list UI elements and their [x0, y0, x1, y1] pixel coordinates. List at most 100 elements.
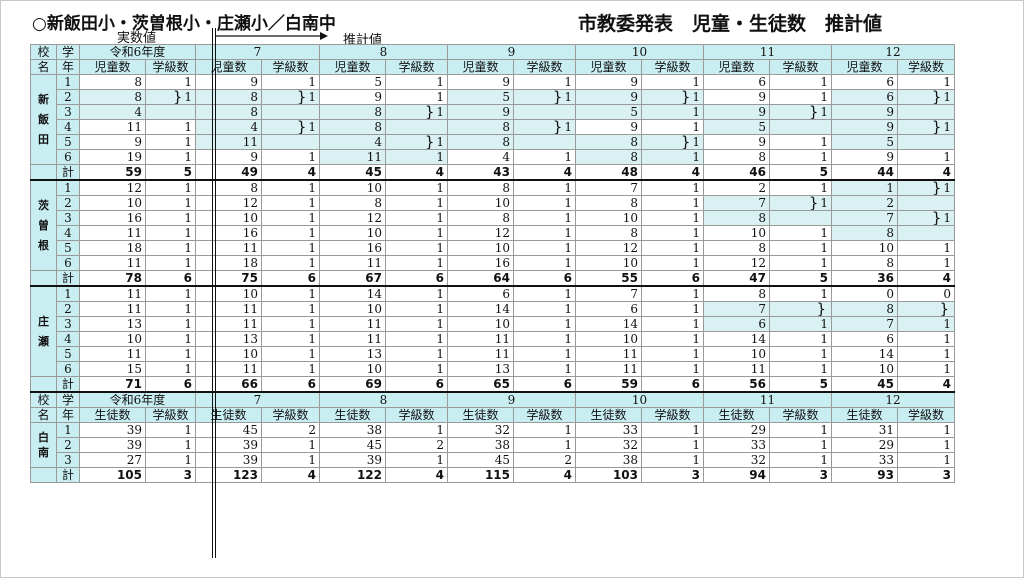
class-count-value: 1: [820, 225, 828, 240]
class-count: 1: [897, 422, 955, 438]
merge-brace-icon: }: [296, 119, 307, 135]
total-classes: 4: [513, 467, 576, 483]
pupil-count: 10: [575, 331, 642, 347]
total-pupils: 69: [319, 376, 386, 393]
header-year: 8: [319, 391, 448, 408]
pupil-count: 11: [447, 346, 514, 362]
pupil-count: 12: [195, 195, 262, 211]
pupil-count: 4: [447, 149, 514, 165]
merge-brace-icon: }: [552, 119, 563, 135]
class-count-value: 1: [308, 286, 316, 301]
class-count: 1: [385, 361, 448, 377]
student-count: 45: [195, 422, 262, 438]
grade-label: 6: [56, 361, 80, 377]
class-count-value: 1: [820, 89, 828, 104]
class-count: 1: [385, 210, 448, 226]
class-count-value: 1: [564, 316, 572, 331]
total-pupils: 45: [319, 164, 386, 181]
pupil-count: 16: [195, 225, 262, 241]
header-classes: 学級数: [513, 59, 576, 75]
student-count: 33: [703, 437, 770, 453]
class-count: 1: [513, 225, 576, 241]
pupil-count: 9: [575, 119, 642, 135]
class-count: 2: [513, 452, 576, 468]
blank-cell: [30, 467, 57, 483]
header-corner-name: 名: [30, 407, 57, 423]
class-count: 1: [145, 331, 196, 347]
header-classes: 学級数: [261, 59, 320, 75]
merge-brace-icon: }: [680, 89, 691, 105]
header-classes: 学級数: [769, 407, 832, 423]
class-count-value: 1: [308, 119, 316, 134]
pupil-count: 6: [831, 74, 898, 90]
class-count: 1: [641, 179, 704, 196]
class-count: 1: [641, 104, 704, 120]
total-classes: 3: [897, 467, 955, 483]
class-count-value: 1: [692, 286, 700, 301]
pupil-count: 6: [831, 89, 898, 105]
class-count-value: 1: [184, 134, 192, 149]
pupil-count: 11: [79, 301, 146, 317]
class-count: 1: [513, 240, 576, 256]
header-corner-name: 名: [30, 59, 57, 75]
class-count-value: 1: [692, 210, 700, 225]
grade-label: 2: [56, 301, 80, 317]
total-pupils: 43: [447, 164, 514, 181]
student-count: 39: [195, 452, 262, 468]
class-count: 1: [385, 331, 448, 347]
header-count: 児童数: [79, 59, 146, 75]
total-classes: 4: [513, 164, 576, 181]
pupil-count: 8: [447, 134, 514, 150]
class-count: 1: [261, 210, 320, 226]
total-classes: 6: [641, 376, 704, 393]
merge-brace-icon: }: [931, 119, 942, 135]
class-count-value: 1: [820, 240, 828, 255]
class-count-value: 1: [564, 346, 572, 361]
class-count: 1: [513, 361, 576, 377]
class-count: 1: [385, 346, 448, 362]
class-count-value: 1: [820, 104, 828, 119]
pupil-count: 9: [575, 74, 642, 90]
class-count: } 1: [897, 210, 955, 226]
school-name: 庄瀬: [30, 285, 57, 377]
header-count: 児童数: [831, 59, 898, 75]
class-count-value: 1: [943, 361, 951, 376]
header-count: 児童数: [195, 59, 262, 75]
class-count-value: 1: [308, 74, 316, 89]
class-count: 1: [641, 225, 704, 241]
class-count-value: 1: [184, 316, 192, 331]
pupil-count: 14: [831, 346, 898, 362]
total-label: 計: [56, 164, 80, 181]
class-count: 1: [261, 74, 320, 90]
class-count-value: 1: [184, 195, 192, 210]
class-count-value: 1: [436, 286, 444, 301]
pupil-count: 19: [79, 149, 146, 165]
class-count: } 1: [897, 119, 955, 135]
total-classes: 6: [145, 376, 196, 393]
total-pupils: 56: [703, 376, 770, 393]
class-count-value: 1: [184, 346, 192, 361]
student-count: 39: [79, 437, 146, 453]
merge-brace-icon: }: [808, 195, 819, 211]
class-count: 1: [261, 195, 320, 211]
pupil-count: 4: [79, 104, 146, 120]
class-count: 1: [769, 240, 832, 256]
pupil-count: 8: [319, 119, 386, 135]
total-pupils: 64: [447, 270, 514, 287]
class-count-value: 1: [436, 301, 444, 316]
class-count: 1: [513, 74, 576, 90]
class-count: 1: [385, 452, 448, 468]
header-corner-year: 年: [56, 59, 80, 75]
student-count: 32: [447, 422, 514, 438]
grade-label: 6: [56, 255, 80, 271]
pupil-count: 12: [79, 179, 146, 196]
class-count-value: 1: [308, 225, 316, 240]
class-count: 1: [641, 195, 704, 211]
header-year: 令和6年度: [79, 391, 196, 408]
class-count-value: 1: [308, 346, 316, 361]
pupil-count: 8: [703, 149, 770, 165]
school-name-char: 飯: [38, 113, 49, 126]
pupil-count: 0: [831, 285, 898, 302]
pupil-count: 8: [195, 179, 262, 196]
total-classes: 3: [145, 467, 196, 483]
